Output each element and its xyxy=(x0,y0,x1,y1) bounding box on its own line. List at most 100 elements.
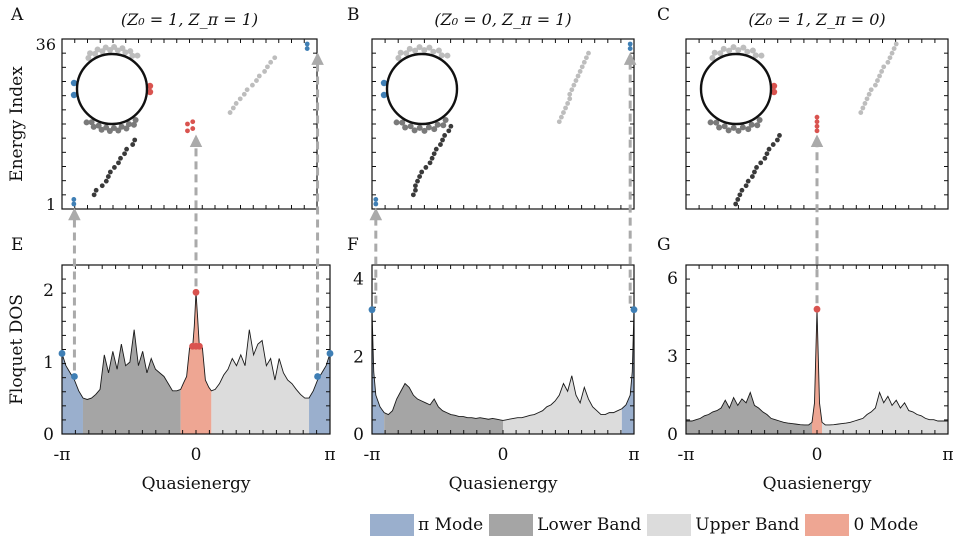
dos-region-lower-g xyxy=(686,392,812,434)
eigen-point-lower-b xyxy=(442,133,448,138)
panel-g-xtick-label: π xyxy=(942,445,953,465)
panel-letter-c: C xyxy=(657,5,670,25)
eigen-point-upper-c xyxy=(868,87,874,93)
eigen-point-upper-b xyxy=(567,96,573,102)
eigen-point-lower-a xyxy=(116,160,121,166)
eigen-point-zero-c xyxy=(814,119,820,125)
eigen-point-pi-b xyxy=(627,41,633,47)
inset-unit-circle xyxy=(699,52,773,126)
eigen-point-lower-b xyxy=(410,192,416,198)
inset-lower-eigenphase xyxy=(393,119,400,126)
inset-upper-eigenphase xyxy=(430,48,437,55)
eigen-point-upper-b xyxy=(565,101,571,106)
inset-lower-eigenphase xyxy=(115,127,122,134)
panel-a-title: (Z₀ = 1, Z_π = 1) xyxy=(121,10,258,29)
eigen-point-upper-c xyxy=(862,101,868,106)
panel-letter-e: E xyxy=(11,235,23,255)
panel-e-ylabel: Floquet DOS xyxy=(7,294,27,405)
inset-lower-eigenphase xyxy=(123,125,130,132)
inset-pi-mode xyxy=(70,91,78,99)
eigen-point-lower-a xyxy=(99,183,105,189)
eigen-point-lower-b xyxy=(427,160,433,166)
inset-lower-eigenphase xyxy=(416,124,423,131)
eigen-point-lower-c xyxy=(752,169,757,175)
inset-zero-mode xyxy=(146,88,154,96)
inset-upper-eigenphase xyxy=(426,44,433,51)
eigen-point-lower-b xyxy=(413,183,418,189)
dos-region-upper-g xyxy=(822,392,948,434)
eigen-point-upper-a xyxy=(237,96,243,102)
panel-c-ticks xyxy=(686,39,948,209)
eigen-point-zero-a xyxy=(190,119,196,125)
inset-lower-eigenphase xyxy=(748,121,755,128)
panel-g-ytick-label: 6 xyxy=(667,269,678,289)
panel-letter-f: F xyxy=(347,235,359,255)
eigen-point-lower-c xyxy=(770,142,776,147)
eigen-point-lower-c xyxy=(762,155,768,161)
dos-marker-pi-e xyxy=(326,350,334,357)
inset-upper-eigenphase xyxy=(395,54,402,61)
eigen-point-lower-a xyxy=(93,187,99,193)
legend-item-zero-mode: 0 Mode xyxy=(805,514,918,536)
eigen-point-upper-c xyxy=(889,50,895,56)
panel-f-xtick-label: -π xyxy=(364,445,381,465)
eigen-point-lower-c xyxy=(749,174,755,179)
dos-region-pi-e xyxy=(309,353,330,434)
panel-e-ytick-label: 1 xyxy=(43,353,54,373)
eigen-point-upper-c xyxy=(879,69,885,74)
eigen-point-upper-b xyxy=(573,78,579,83)
panel-c-title: (Z₀ = 1, Z_π = 0) xyxy=(748,10,885,29)
inset-lower-eigenphase xyxy=(707,119,714,126)
inset-upper-eigenphase xyxy=(127,48,134,55)
eigen-point-lower-c xyxy=(766,146,772,152)
inset-upper-eigenphase xyxy=(85,54,92,61)
eigen-point-lower-a xyxy=(122,151,127,157)
panel-letter-b: B xyxy=(347,5,360,25)
inset-lower-eigenphase xyxy=(421,127,428,134)
panel-letter-a: A xyxy=(10,5,24,25)
eigen-point-pi-a xyxy=(304,41,310,47)
eigen-point-upper-c xyxy=(881,64,887,70)
eigen-point-upper-c xyxy=(858,110,864,115)
eigen-point-lower-a xyxy=(107,169,113,175)
inset-lower-eigenphase xyxy=(442,117,449,124)
legend-swatch-lower-band xyxy=(489,514,534,536)
eigen-point-lower-b xyxy=(429,155,435,161)
eigen-point-lower-c xyxy=(737,192,743,198)
inset-lower-eigenphase xyxy=(130,121,137,128)
eigen-point-upper-c xyxy=(887,55,893,61)
eigen-point-upper-b xyxy=(558,114,564,120)
eigen-point-upper-b xyxy=(569,87,575,93)
inset-lower-eigenphase xyxy=(103,124,110,131)
inset-lower-eigenphase xyxy=(132,117,139,124)
eigen-point-upper-b xyxy=(567,91,573,97)
eigen-point-lower-b xyxy=(419,169,425,175)
inset-lower-eigenphase xyxy=(756,117,763,124)
panel-g-ticks xyxy=(686,265,948,434)
eigen-point-upper-a xyxy=(227,110,233,115)
eigen-point-lower-c xyxy=(743,183,749,189)
eigen-point-pi-b xyxy=(373,197,379,202)
inset-upper-eigenphase xyxy=(726,47,733,54)
inset-lower-eigenphase xyxy=(725,127,732,134)
inset-lower-eigenphase xyxy=(411,127,418,134)
panel-e-ytick-label: 2 xyxy=(43,281,54,301)
inset-unit-circle xyxy=(75,52,149,126)
eigen-point-upper-c xyxy=(885,59,891,65)
panel-f-ytick-label: 2 xyxy=(353,347,364,367)
eigen-point-lower-c xyxy=(774,137,780,143)
eigen-point-upper-c xyxy=(893,41,899,47)
eigen-point-lower-c xyxy=(739,187,745,193)
inset-upper-eigenphase xyxy=(403,50,410,57)
inset-upper-eigenphase xyxy=(102,44,109,51)
panel-e-xtick-label: π xyxy=(324,445,335,465)
eigen-point-upper-c xyxy=(877,73,882,79)
inset-upper-eigenphase xyxy=(438,52,445,59)
inset-lower-eigenphase xyxy=(745,126,752,133)
eigen-point-lower-b xyxy=(446,128,452,134)
inset-upper-eigenphase xyxy=(720,45,727,52)
eigen-point-lower-a xyxy=(124,146,129,152)
eigen-point-lower-b xyxy=(415,178,420,184)
panel-g-xlabel: Quasienergy xyxy=(763,474,872,494)
eigen-point-pi-a xyxy=(304,46,310,51)
